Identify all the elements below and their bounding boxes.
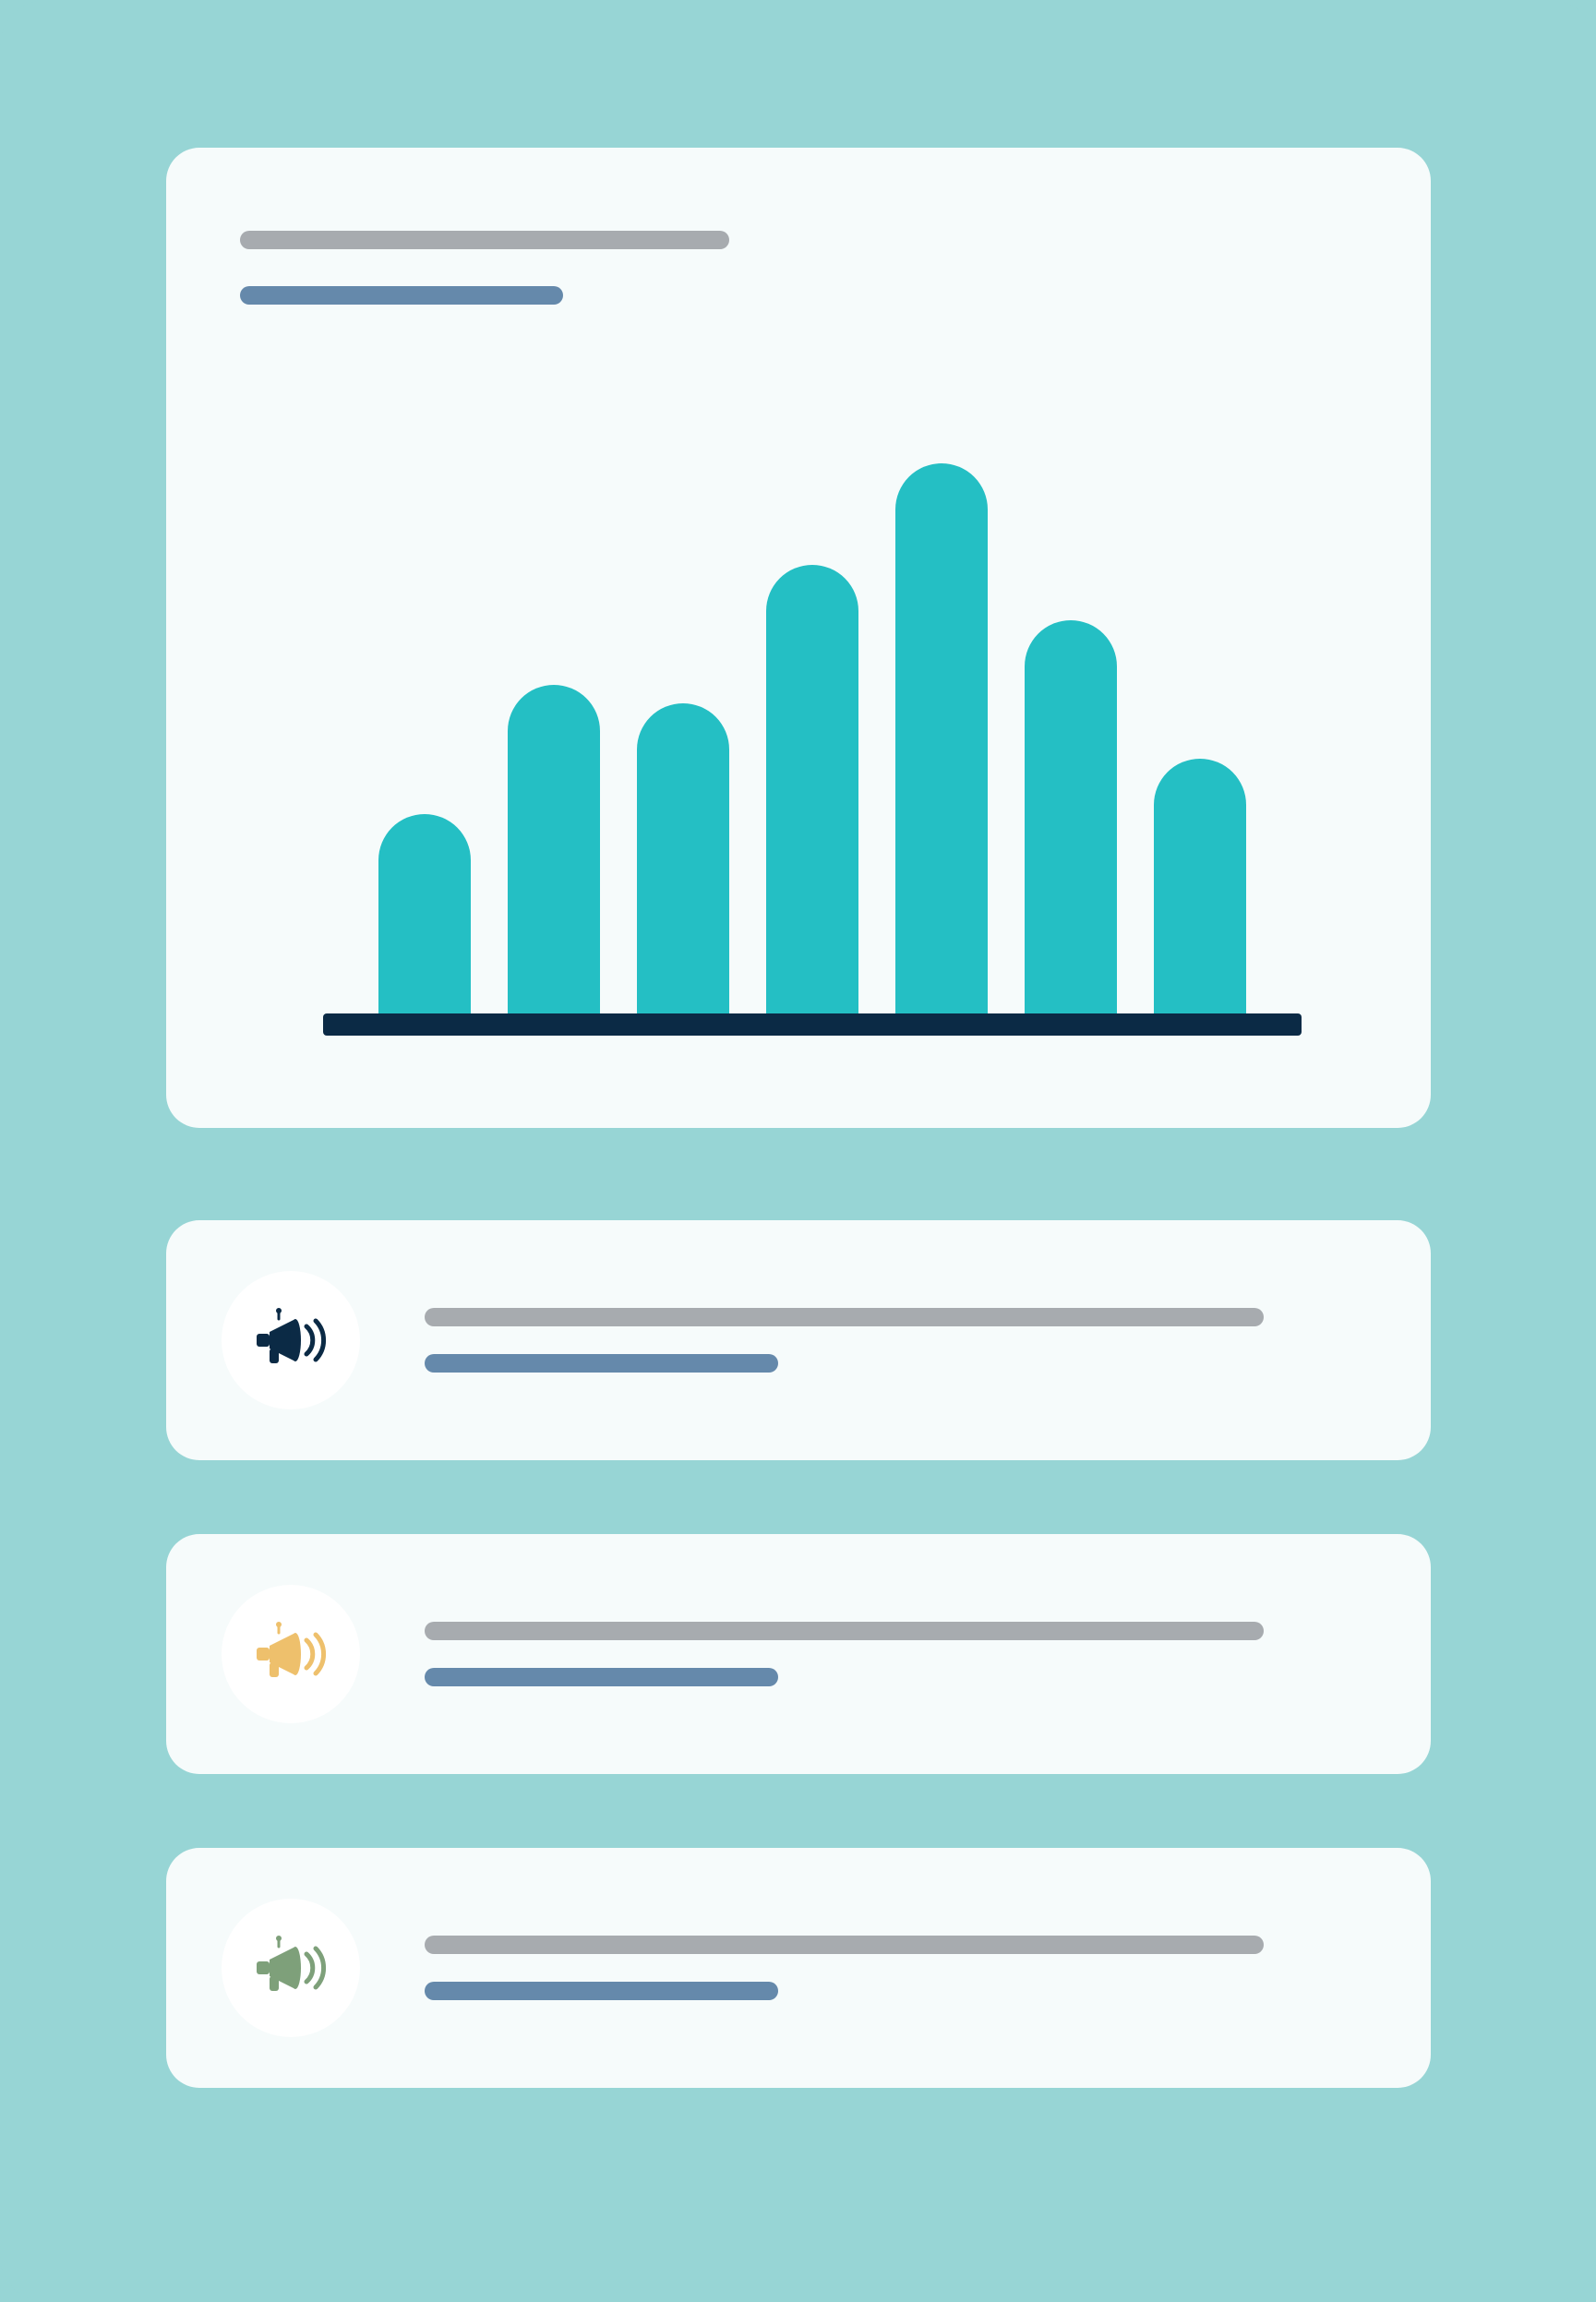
announcement-subtitle-placeholder	[425, 1668, 779, 1686]
bar-chart	[323, 445, 1302, 1036]
bar-chart-axis	[323, 1013, 1302, 1036]
bar	[895, 463, 988, 1017]
bar	[766, 565, 858, 1017]
bar	[637, 703, 729, 1017]
chart-card	[166, 148, 1431, 1128]
announcement-card[interactable]	[166, 1534, 1431, 1774]
announcement-subtitle-placeholder	[425, 1354, 779, 1373]
dashboard-frame	[0, 0, 1596, 2302]
bar	[378, 814, 471, 1017]
chart-title-placeholder	[240, 231, 729, 249]
announcement-card[interactable]	[166, 1220, 1431, 1460]
announcement-text	[425, 1308, 1357, 1373]
megaphone-icon	[249, 1622, 332, 1686]
announcement-icon-wrap	[222, 1271, 360, 1409]
chart-subtitle-placeholder	[240, 286, 563, 305]
announcement-title-placeholder	[425, 1622, 1264, 1640]
announcement-text	[425, 1622, 1357, 1686]
announcement-icon-wrap	[222, 1585, 360, 1723]
bar	[508, 685, 600, 1017]
announcement-text	[425, 1936, 1357, 2000]
announcement-card[interactable]	[166, 1848, 1431, 2088]
bar	[1025, 620, 1117, 1017]
announcement-icon-wrap	[222, 1899, 360, 2037]
announcement-title-placeholder	[425, 1308, 1264, 1326]
bar-chart-bars	[378, 445, 1246, 1017]
announcement-subtitle-placeholder	[425, 1982, 779, 2000]
announcement-title-placeholder	[425, 1936, 1264, 1954]
megaphone-icon	[249, 1936, 332, 2000]
megaphone-icon	[249, 1308, 332, 1373]
bar	[1154, 759, 1246, 1017]
announcement-list	[166, 1220, 1431, 2162]
